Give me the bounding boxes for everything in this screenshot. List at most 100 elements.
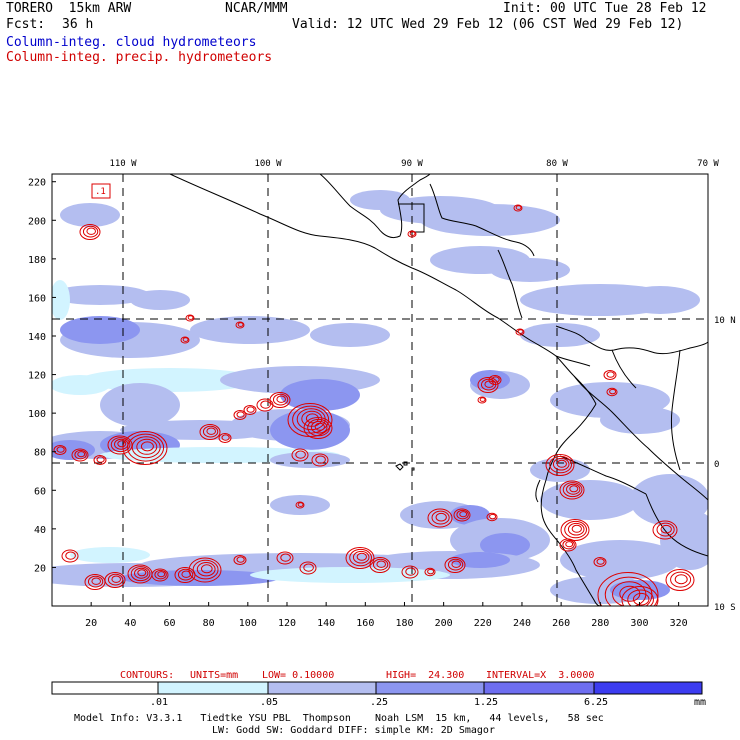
map-frame <box>51 173 709 607</box>
cloud-cell <box>100 383 180 427</box>
precip-contour <box>456 509 469 520</box>
precip-contour <box>310 420 328 434</box>
model-title: TORERO 15km ARW <box>6 1 132 16</box>
model-physics: LW: Godd SW: Goddard DIFF: simple KM: 2D… <box>212 725 495 736</box>
precip-contour <box>65 551 76 560</box>
x-tick-label: 140 <box>317 618 335 629</box>
coastlines <box>169 174 708 606</box>
y-tick-label: 20 <box>34 563 46 574</box>
precip-contour <box>196 562 216 577</box>
precip-contour <box>552 457 570 471</box>
precip-contour <box>154 569 167 580</box>
precip-contour <box>477 377 499 393</box>
cloud-cell <box>280 379 360 411</box>
precip-contour <box>206 427 216 435</box>
x-tick-label: 240 <box>513 618 531 629</box>
forecast-label: Fcst: <box>6 17 46 32</box>
x-tick-label: 80 <box>203 618 215 629</box>
cloud-cell <box>270 452 350 468</box>
y-tick-label: 100 <box>28 409 46 420</box>
precip-contour <box>564 520 587 539</box>
precip-contour <box>237 322 244 327</box>
x-tick-label: 160 <box>356 618 374 629</box>
precip-contour <box>87 575 104 588</box>
lon-label: 100 W <box>254 159 282 169</box>
precip-contour <box>571 524 582 533</box>
cloud-hydrometeor-shading <box>52 190 708 604</box>
cloud-cell <box>380 196 500 224</box>
precip-contour <box>110 437 131 453</box>
precip-contour <box>192 559 219 580</box>
precip-contour <box>515 328 525 336</box>
cloud-cell <box>250 567 450 583</box>
precip-contour <box>137 569 147 577</box>
axis-ticks: 20 40 60 80 100 120 140 160 180 200 220 240 260 280 30… <box>28 159 736 629</box>
contour-interval: INTERVAL=X 3.0000 <box>486 670 595 681</box>
precip-contour <box>427 568 435 575</box>
precip-contour <box>453 508 471 522</box>
precip-contour <box>489 513 497 520</box>
precip-contour <box>356 552 367 561</box>
cloud-cell <box>470 370 510 390</box>
colorbar-tick-1: .01 <box>150 697 169 708</box>
y-tick-label: 140 <box>28 332 46 343</box>
precip-contour <box>93 455 107 465</box>
y-tick-label: 120 <box>28 371 46 382</box>
cloud-cell <box>60 203 120 227</box>
contour-corner-label: .1 <box>95 187 106 197</box>
precip-contour <box>200 564 213 574</box>
model-info: Model Info: V3.3.1 Tiedtke YSU PBL Thomp… <box>74 713 604 724</box>
x-tick-label: 300 <box>630 618 648 629</box>
precip-contour <box>315 455 326 464</box>
forecast-hour: 36 h <box>62 17 94 32</box>
cloud-cell <box>490 258 570 282</box>
precip-field-title: Column-integ. precip. hydrometeors <box>6 50 273 65</box>
contour-low: LOW= 0.10000 <box>262 670 335 681</box>
precip-contour <box>606 371 615 378</box>
cloud-field-title: Column-integ. cloud hydrometeors <box>6 35 257 50</box>
precip-contour <box>185 314 195 322</box>
precip-contour <box>567 522 585 536</box>
precip-contour <box>269 392 291 408</box>
precip-contour <box>556 459 567 468</box>
precip-contour <box>134 567 149 579</box>
cloud-cell <box>520 323 600 347</box>
colorbar <box>51 681 703 695</box>
precip-contour <box>243 405 257 415</box>
x-tick-label: 220 <box>474 618 492 629</box>
precip-contour <box>96 456 105 463</box>
cloud-cell <box>620 286 700 314</box>
precip-contour <box>305 413 319 424</box>
precip-contour <box>77 451 86 458</box>
x-tick-label: 40 <box>124 618 136 629</box>
contour-label-box <box>91 183 111 199</box>
precip-contour <box>562 539 575 550</box>
precip-contour <box>303 417 333 439</box>
lon-label: 90 W <box>401 159 423 169</box>
precip-contour <box>606 387 618 397</box>
y-tick-label: 200 <box>28 216 46 227</box>
cloud-cell <box>70 547 150 563</box>
precip-contour <box>82 225 99 238</box>
precip-contour <box>188 557 222 583</box>
precip-contour <box>276 551 294 565</box>
cloud-cell <box>600 406 680 434</box>
precip-contour <box>295 501 305 509</box>
colorbar-bin <box>267 681 377 695</box>
precip-contour <box>401 565 419 579</box>
precip-contour <box>236 411 245 418</box>
precip-contour <box>459 511 468 518</box>
colorbar-tick-2: .05 <box>260 697 279 708</box>
x-tick-label: 100 <box>239 618 257 629</box>
cloud-cell <box>540 480 640 520</box>
precip-contour <box>314 422 325 431</box>
init-time: Init: 00 UTC Tue 28 Feb 12 <box>503 1 707 16</box>
precip-contour <box>627 589 654 606</box>
precip-contour <box>107 573 124 586</box>
precip-contour <box>56 446 65 453</box>
precip-contour <box>297 502 304 507</box>
precip-contour <box>117 440 127 448</box>
precip-contour <box>451 560 461 568</box>
org-label: NCAR/MMM <box>225 1 288 16</box>
precip-contour <box>177 568 194 581</box>
